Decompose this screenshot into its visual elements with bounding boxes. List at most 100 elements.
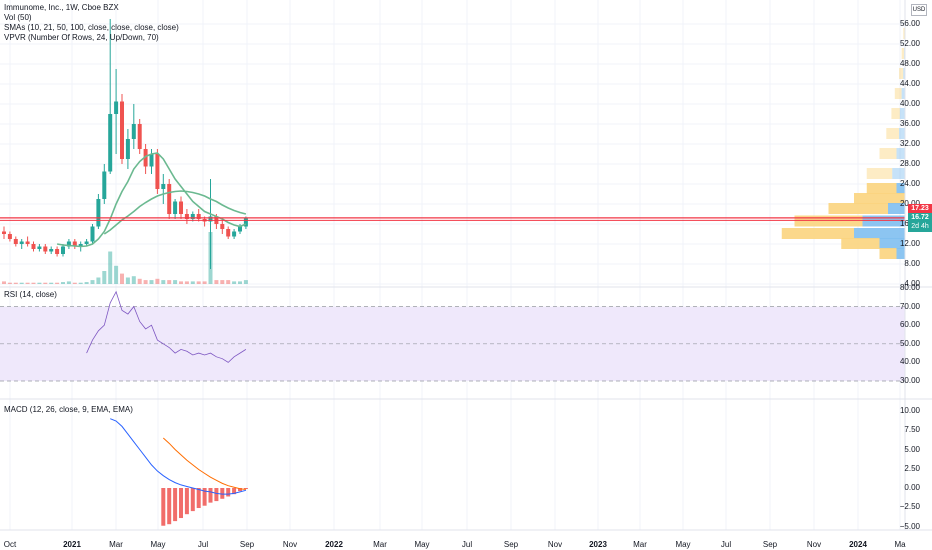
time-axis-label: Nov — [282, 540, 298, 549]
volume-bar — [149, 280, 154, 284]
vp-down-row — [899, 128, 905, 139]
volume-bar — [120, 273, 124, 284]
vpvr-indicator-label[interactable]: VPVR (Number Of Rows, 24, Up/Down, 70) — [4, 33, 159, 42]
candles[interactable] — [2, 19, 248, 269]
candle-body — [61, 246, 65, 254]
price-axis-label: 36.00 — [899, 119, 920, 128]
volume-bar — [125, 277, 130, 284]
time-axis-label: Jul — [720, 540, 732, 549]
candle-body — [2, 231, 6, 234]
volume-bar — [2, 281, 6, 284]
vp-up-row — [866, 168, 893, 179]
volume-bar — [179, 281, 183, 284]
sma-lines — [56, 152, 247, 248]
candle-body — [96, 199, 101, 227]
macd-line — [110, 418, 247, 495]
candle-body — [125, 139, 130, 159]
candle-body — [43, 246, 48, 252]
time-axis-label: Nov — [806, 540, 822, 549]
vp-down-row — [896, 183, 905, 194]
candle-body — [167, 184, 172, 214]
smas-indicator-label[interactable]: SMAs (10, 21, 50, 100, close, close, clo… — [4, 23, 179, 32]
rsi-legend[interactable]: RSI (14, close) — [4, 290, 57, 299]
macd-histogram-bar — [214, 488, 219, 502]
price-axis-label: 52.00 — [899, 39, 920, 48]
macd-pane — [110, 418, 248, 526]
currency-label[interactable]: USD — [911, 4, 927, 16]
volume-bar — [55, 282, 60, 284]
macd-axis-label: 0.00 — [904, 483, 920, 492]
bar-countdown: 2d 4h — [908, 222, 932, 232]
vp-down-row — [892, 168, 905, 179]
volume-bar — [61, 282, 65, 284]
candle-body — [179, 201, 183, 214]
rsi-axis-label: 80.00 — [899, 283, 920, 292]
symbol-title[interactable]: Immunome, Inc., 1W, Cboe BZX — [4, 3, 119, 12]
candle-body — [13, 239, 18, 244]
candle-body — [7, 234, 12, 239]
main-legend: Immunome, Inc., 1W, Cboe BZX Vol (50) SM… — [4, 3, 179, 43]
vp-up-row — [886, 128, 900, 139]
price-axis-label: 4.00 — [904, 279, 920, 288]
rsi-axis-label: 60.00 — [899, 320, 920, 330]
vp-up-row — [903, 28, 905, 39]
price-axis-label: 20.00 — [900, 199, 920, 208]
macd-histogram-bar — [220, 488, 225, 499]
candle-body — [238, 226, 242, 232]
time-axis-label: Jul — [461, 540, 473, 549]
macd-histogram-bar — [232, 488, 237, 495]
macd-histogram-bar — [167, 488, 172, 525]
macd-histogram-bar — [179, 488, 183, 519]
time-axis-label: Jul — [197, 540, 209, 549]
pane-separators — [0, 0, 932, 531]
rsi-axis-label: 50.00 — [899, 338, 920, 348]
candle-body — [78, 244, 83, 247]
sma-slow-line — [103, 190, 247, 235]
macd-histogram-bar — [161, 488, 166, 526]
price-axis-label: 8.00 — [904, 259, 920, 268]
macd-histogram-bar — [226, 488, 231, 497]
price-tag-current: 16.72 — [908, 213, 932, 223]
volume-bar — [190, 281, 195, 284]
vp-down-row — [896, 248, 905, 259]
candle-body — [137, 124, 142, 149]
signal-line — [162, 437, 246, 491]
rsi-line — [86, 290, 247, 363]
time-axis-label: 2021 — [63, 540, 81, 549]
vp-down-row — [854, 228, 905, 239]
time-axis-label: Sep — [239, 540, 255, 549]
macd-axis-label: 7.50 — [904, 425, 920, 435]
price-axis-label: 28.00 — [899, 159, 920, 168]
volume-bar — [72, 282, 77, 284]
vol-indicator-label[interactable]: Vol (50) — [4, 13, 32, 22]
macd-axis-label: 10.00 — [899, 406, 920, 415]
volume-bar — [143, 280, 148, 284]
candle-body — [72, 241, 77, 247]
rsi-axis-label: 40.00 — [899, 357, 920, 367]
candle-body — [208, 216, 213, 222]
vp-up-row — [866, 183, 897, 194]
vp-down-row — [888, 203, 905, 214]
candle-body — [37, 246, 42, 249]
volume-bars — [2, 232, 248, 284]
volume-bar — [49, 282, 54, 284]
volume-bar — [19, 282, 24, 284]
volume-bar — [238, 281, 242, 284]
vp-up-row — [794, 215, 863, 227]
volume-bar — [37, 282, 42, 284]
candle-body — [161, 184, 166, 189]
candle-body — [90, 226, 95, 242]
macd-legend[interactable]: MACD (12, 26, close, 9, EMA, EMA) — [4, 405, 133, 414]
candle-body — [131, 124, 136, 139]
candle-body — [149, 154, 154, 167]
volume-bar — [196, 281, 201, 284]
volume-bar — [78, 282, 83, 284]
macd-histogram-bar — [196, 488, 201, 509]
vp-up-row — [854, 193, 905, 204]
volume-bar — [243, 280, 248, 284]
candle-body — [31, 244, 36, 249]
price-axis-label: 32.00 — [899, 139, 920, 148]
candle-body — [232, 231, 237, 237]
macd-axis-label: −5.00 — [899, 521, 920, 531]
